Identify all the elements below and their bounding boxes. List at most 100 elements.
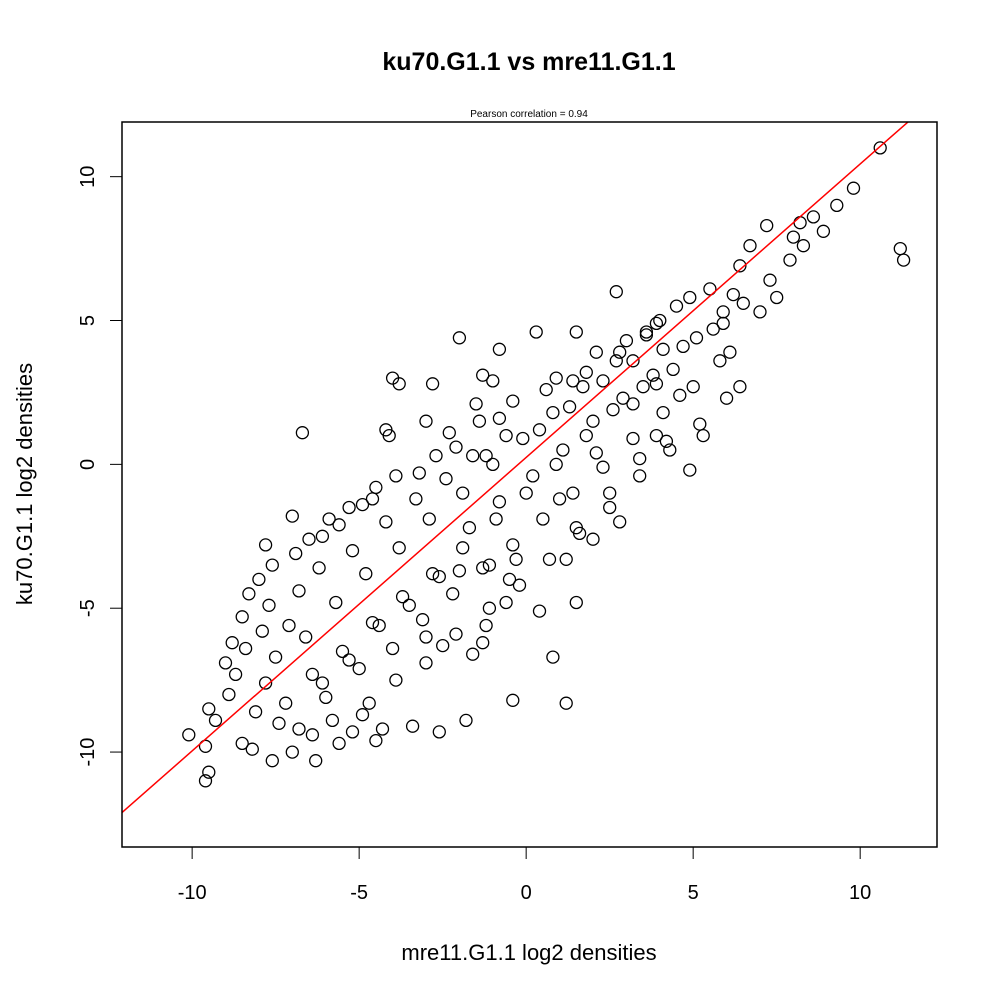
- chart-title: ku70.G1.1 vs mre11.G1.1: [382, 48, 675, 76]
- data-point: [442, 426, 456, 440]
- data-point: [546, 650, 560, 664]
- data-point: [329, 595, 343, 610]
- data-point: [208, 713, 223, 728]
- data-point: [289, 546, 303, 561]
- y-tick-label: -5: [77, 599, 99, 617]
- data-point: [319, 690, 333, 705]
- data-point: [476, 561, 490, 575]
- data-point: [315, 676, 330, 690]
- data-point: [449, 440, 463, 454]
- data-point: [666, 362, 680, 377]
- data-point: [716, 305, 730, 319]
- data-point: [369, 733, 383, 748]
- data-point: [576, 380, 590, 394]
- data-point: [653, 313, 667, 328]
- data-point: [646, 368, 660, 382]
- data-point: [365, 615, 380, 630]
- data-point: [292, 584, 306, 598]
- data-point: [302, 532, 316, 546]
- data-point: [315, 529, 330, 543]
- data-point: [355, 708, 370, 722]
- data-point: [723, 345, 737, 359]
- data-point: [536, 512, 550, 526]
- data-point: [596, 460, 610, 474]
- data-point: [546, 405, 560, 420]
- data-point: [559, 552, 573, 566]
- data-point: [589, 345, 603, 359]
- data-point: [596, 374, 610, 388]
- data-point: [626, 354, 640, 368]
- data-point: [669, 299, 684, 313]
- data-point: [359, 567, 373, 581]
- data-point: [422, 512, 436, 526]
- data-point: [556, 443, 570, 457]
- data-point: [382, 428, 396, 443]
- data-point: [402, 598, 416, 612]
- data-point: [492, 411, 507, 425]
- data-point: [202, 765, 216, 779]
- data-point: [846, 181, 861, 195]
- data-point: [719, 391, 734, 405]
- data-point: [683, 290, 697, 305]
- data-point: [345, 725, 360, 739]
- data-point: [405, 719, 420, 733]
- data-point: [686, 380, 700, 394]
- data-point: [689, 331, 704, 345]
- data-point: [506, 538, 520, 552]
- data-point: [763, 273, 777, 287]
- data-point: [579, 428, 593, 443]
- data-point: [676, 339, 690, 354]
- data-point: [419, 656, 433, 670]
- data-point: [566, 486, 580, 500]
- data-point: [432, 569, 446, 584]
- data-point: [649, 316, 664, 331]
- data-point: [506, 394, 520, 408]
- data-point: [222, 687, 236, 702]
- data-point: [409, 492, 423, 506]
- data-point: [566, 374, 580, 388]
- data-point: [248, 705, 263, 719]
- data-point: [733, 259, 747, 273]
- data-point: [613, 345, 627, 359]
- data-point: [429, 449, 443, 463]
- data-point: [379, 515, 393, 529]
- regression-line-group: [122, 122, 910, 814]
- data-point: [649, 377, 664, 391]
- data-point: [466, 449, 480, 463]
- data-point: [412, 466, 426, 480]
- x-axis: -10 -5 0 5 10: [178, 846, 871, 904]
- data-point: [425, 567, 440, 581]
- data-point: [502, 572, 517, 587]
- data-point: [626, 431, 640, 446]
- data-point: [743, 239, 757, 253]
- data-point: [462, 521, 477, 535]
- data-point: [656, 342, 670, 356]
- data-point: [806, 210, 821, 224]
- data-point: [479, 618, 493, 633]
- data-point: [486, 374, 500, 388]
- data-point: [375, 722, 390, 736]
- x-tick-label: -10: [178, 882, 207, 904]
- data-point: [633, 469, 647, 483]
- data-point: [529, 325, 543, 339]
- data-point: [419, 414, 433, 428]
- data-point: [519, 486, 533, 500]
- data-point: [325, 713, 340, 728]
- data-point: [436, 638, 450, 653]
- data-point: [589, 446, 603, 460]
- data-point: [673, 388, 687, 402]
- data-point: [736, 296, 750, 310]
- data-point: [526, 469, 540, 483]
- data-point: [449, 627, 463, 641]
- data-point: [295, 426, 310, 440]
- data-point: [562, 400, 577, 414]
- data-point: [342, 653, 356, 667]
- data-point: [242, 587, 256, 601]
- data-point: [532, 604, 547, 618]
- x-tick-label: -5: [350, 882, 368, 904]
- data-point: [198, 774, 213, 788]
- data-point: [282, 618, 296, 633]
- data-point: [796, 239, 811, 253]
- data-point: [626, 397, 640, 411]
- data-point: [703, 282, 717, 296]
